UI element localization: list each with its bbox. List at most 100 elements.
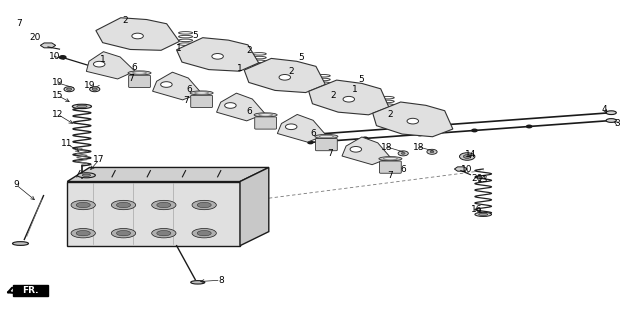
Polygon shape — [277, 115, 326, 142]
Ellipse shape — [83, 174, 91, 177]
Text: 6: 6 — [401, 165, 406, 173]
Text: 12: 12 — [52, 110, 63, 119]
Ellipse shape — [116, 230, 131, 236]
Circle shape — [401, 152, 405, 154]
Circle shape — [460, 153, 475, 160]
Text: 4: 4 — [602, 105, 607, 114]
Polygon shape — [40, 43, 56, 48]
Polygon shape — [454, 167, 467, 171]
Circle shape — [463, 155, 471, 158]
Ellipse shape — [606, 111, 616, 115]
Ellipse shape — [111, 200, 136, 210]
Ellipse shape — [116, 203, 131, 208]
Ellipse shape — [379, 156, 402, 161]
Polygon shape — [177, 38, 259, 71]
Text: 20: 20 — [471, 174, 483, 183]
Ellipse shape — [71, 228, 95, 238]
Circle shape — [279, 74, 291, 80]
Polygon shape — [86, 52, 135, 79]
Text: 13: 13 — [477, 176, 489, 184]
Circle shape — [343, 96, 355, 102]
Text: 2: 2 — [330, 91, 335, 100]
Circle shape — [350, 146, 362, 152]
Text: 6: 6 — [132, 63, 137, 72]
Circle shape — [64, 87, 74, 92]
Ellipse shape — [72, 104, 92, 109]
Polygon shape — [13, 285, 48, 296]
Ellipse shape — [71, 200, 95, 210]
Polygon shape — [67, 182, 240, 246]
Ellipse shape — [152, 200, 176, 210]
Polygon shape — [342, 137, 390, 165]
Circle shape — [90, 87, 100, 92]
Polygon shape — [96, 18, 179, 50]
Circle shape — [132, 33, 143, 39]
Text: 1: 1 — [237, 64, 243, 73]
Text: 1: 1 — [177, 44, 182, 53]
Circle shape — [527, 125, 532, 128]
Ellipse shape — [192, 228, 216, 238]
Ellipse shape — [315, 134, 338, 139]
Ellipse shape — [76, 230, 90, 236]
Ellipse shape — [157, 203, 171, 208]
Ellipse shape — [111, 228, 136, 238]
Ellipse shape — [259, 114, 273, 116]
Ellipse shape — [192, 200, 216, 210]
Ellipse shape — [475, 213, 492, 217]
Circle shape — [427, 149, 437, 154]
Ellipse shape — [383, 157, 397, 160]
Text: 7: 7 — [388, 171, 393, 180]
Text: 1: 1 — [353, 85, 358, 94]
Ellipse shape — [77, 105, 87, 108]
Polygon shape — [216, 93, 265, 121]
Ellipse shape — [479, 213, 488, 215]
Circle shape — [60, 56, 66, 59]
Ellipse shape — [76, 203, 90, 208]
Text: 6: 6 — [186, 85, 191, 94]
Polygon shape — [372, 102, 453, 137]
FancyBboxPatch shape — [255, 117, 276, 129]
Circle shape — [161, 82, 172, 87]
Text: 11: 11 — [61, 140, 73, 148]
Ellipse shape — [195, 92, 209, 94]
Circle shape — [67, 88, 72, 90]
Ellipse shape — [190, 91, 213, 95]
Ellipse shape — [128, 71, 151, 75]
Text: 14: 14 — [465, 151, 476, 159]
Polygon shape — [67, 167, 269, 182]
Text: 6: 6 — [247, 107, 252, 115]
Polygon shape — [308, 80, 389, 115]
Ellipse shape — [197, 230, 211, 236]
Text: 2: 2 — [247, 46, 252, 54]
Ellipse shape — [13, 242, 29, 245]
Text: 5: 5 — [193, 32, 198, 40]
Circle shape — [285, 124, 297, 130]
Text: 5: 5 — [298, 54, 303, 62]
Ellipse shape — [132, 72, 147, 74]
Ellipse shape — [191, 280, 205, 284]
Ellipse shape — [157, 230, 171, 236]
Text: FR.: FR. — [22, 286, 38, 295]
Text: 19: 19 — [84, 81, 95, 90]
Ellipse shape — [77, 173, 95, 178]
Circle shape — [212, 54, 223, 59]
FancyBboxPatch shape — [129, 75, 150, 87]
Polygon shape — [152, 72, 201, 100]
Circle shape — [407, 118, 419, 124]
Polygon shape — [240, 167, 269, 246]
Text: 7: 7 — [327, 149, 332, 158]
Text: 7: 7 — [183, 96, 188, 105]
Ellipse shape — [254, 113, 277, 117]
Text: 19: 19 — [52, 79, 63, 87]
Text: 18: 18 — [413, 143, 425, 151]
Text: 1: 1 — [100, 55, 105, 64]
Ellipse shape — [152, 228, 176, 238]
Text: 3: 3 — [615, 119, 620, 128]
Text: 7: 7 — [129, 74, 134, 83]
FancyBboxPatch shape — [316, 138, 337, 151]
FancyBboxPatch shape — [191, 95, 212, 107]
Ellipse shape — [197, 203, 211, 208]
Circle shape — [472, 129, 477, 132]
Circle shape — [93, 61, 105, 67]
Ellipse shape — [319, 135, 333, 138]
